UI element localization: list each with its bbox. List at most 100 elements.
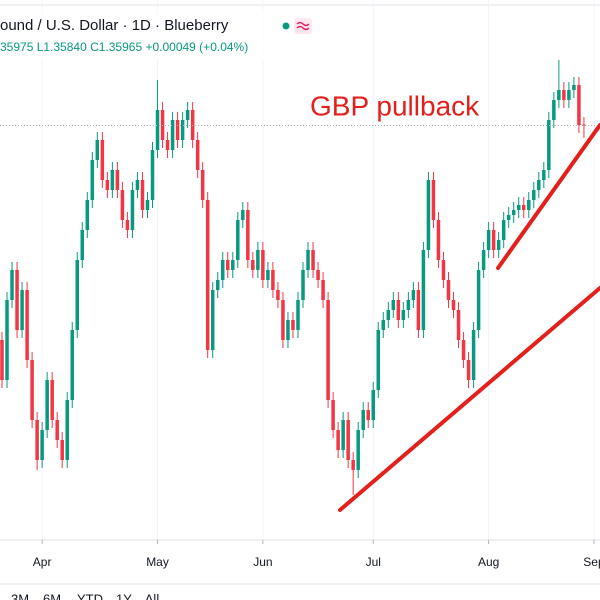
candle-body <box>481 250 486 270</box>
candle-body <box>416 290 421 330</box>
candle-body <box>361 410 365 430</box>
candle-body <box>60 440 64 460</box>
candle-body <box>521 205 526 210</box>
range-button[interactable]: All <box>145 591 160 600</box>
candle-body <box>145 200 150 210</box>
candle-body <box>45 380 49 430</box>
candle-body <box>185 110 190 120</box>
candle-body <box>281 300 285 340</box>
candle-body <box>35 420 39 460</box>
range-button[interactable]: YTD <box>77 591 103 600</box>
candle-body <box>371 390 375 420</box>
data-icon-wave <box>296 21 310 31</box>
candle-body <box>306 250 310 270</box>
candle-body <box>10 270 14 300</box>
candle-body <box>567 90 571 100</box>
candle-body <box>170 120 175 150</box>
candle-body <box>446 280 451 300</box>
candle-body <box>50 380 54 420</box>
candle-body <box>286 320 290 340</box>
range-button[interactable]: 6M <box>43 591 61 600</box>
candle-body <box>506 215 511 220</box>
candle-body <box>296 300 300 330</box>
candle-body <box>552 100 556 120</box>
candle-body <box>396 300 401 320</box>
candle-body <box>291 320 295 330</box>
candle-body <box>231 260 235 270</box>
candle-body <box>311 250 315 270</box>
candle-body <box>336 430 340 450</box>
x-tick-label: Aug <box>478 555 499 569</box>
candle-body <box>210 290 215 350</box>
candle-body <box>557 90 561 100</box>
candle-body <box>411 290 416 300</box>
data-icon[interactable] <box>294 18 312 34</box>
candle-body <box>441 260 446 280</box>
candle-body <box>386 310 391 320</box>
candle-body <box>577 85 581 125</box>
candle-body <box>501 220 506 240</box>
candle-body <box>125 220 130 230</box>
candle-body <box>391 300 396 310</box>
candle-body <box>321 280 325 300</box>
candle-body <box>30 360 34 420</box>
candle-body <box>105 180 110 190</box>
candle-body <box>431 180 436 220</box>
candle-body <box>542 170 546 180</box>
candle-body <box>155 110 160 150</box>
trend-line <box>338 286 600 512</box>
candle-body <box>75 260 80 330</box>
candle-body <box>532 190 536 200</box>
candle-body <box>376 330 381 390</box>
candle-body <box>456 310 461 340</box>
candle-body <box>356 430 360 470</box>
candle-body <box>40 430 44 460</box>
range-bar: 3M 6M YTD 1Y All <box>11 591 159 600</box>
candle-body <box>241 210 245 220</box>
candle-body <box>276 290 280 300</box>
candle-body <box>140 180 145 210</box>
candle-body <box>346 420 350 460</box>
candle-body <box>15 270 19 330</box>
candle-body <box>331 400 335 430</box>
candle-body <box>115 170 120 190</box>
candle-body <box>451 300 456 310</box>
candle-body <box>70 330 74 400</box>
candle-body <box>326 300 330 400</box>
candle-body <box>496 240 501 250</box>
candle-body <box>195 140 200 170</box>
candle-body <box>20 290 24 330</box>
range-button[interactable]: 3M <box>11 591 29 600</box>
candle-body <box>562 90 566 100</box>
candle-body <box>226 260 230 270</box>
candle-body <box>205 200 210 350</box>
candle-body <box>100 140 105 180</box>
time-axis: Apr May Jun Jul Aug Sep <box>33 540 600 569</box>
candle-body <box>246 210 250 260</box>
candle-body <box>256 250 260 270</box>
market-status-dot <box>282 22 290 30</box>
candle-body <box>200 170 205 200</box>
candle-body <box>471 330 476 380</box>
candle-body <box>85 200 90 230</box>
candle-body <box>341 420 345 450</box>
candle-body <box>251 260 255 270</box>
candle-body <box>0 340 4 380</box>
candles <box>0 60 600 495</box>
x-tick-label: Jul <box>366 555 381 569</box>
candle-body <box>25 290 29 360</box>
candle-body <box>165 140 170 150</box>
candle-body <box>436 220 441 260</box>
x-tick-label: Apr <box>33 555 52 569</box>
candle-body <box>381 320 386 330</box>
x-tick-label: May <box>146 555 169 569</box>
candle-body <box>220 260 225 280</box>
candle-body <box>421 250 426 330</box>
candle-body <box>5 300 9 380</box>
range-button[interactable]: 1Y <box>116 591 132 600</box>
x-tick-label: Jun <box>253 555 272 569</box>
symbol-title: ound / U.S. Dollar · 1D · Blueberry <box>0 17 229 34</box>
candle-body <box>516 205 521 210</box>
